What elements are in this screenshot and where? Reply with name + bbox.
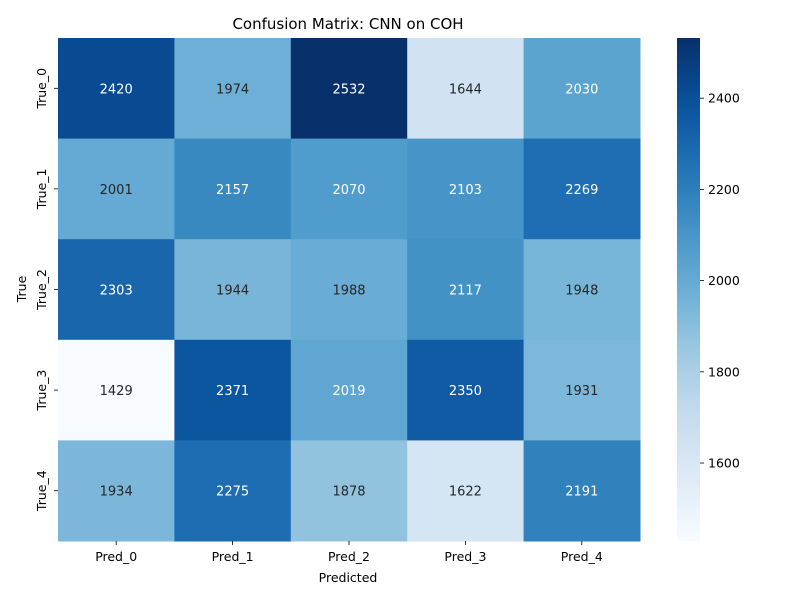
cell-value-label: 2269: [565, 183, 598, 198]
heatmap-cell: [407, 239, 525, 341]
heatmap-cell: [58, 440, 175, 542]
cell-value-label: 1988: [332, 284, 365, 299]
heatmap-cell: [174, 440, 292, 542]
cell-value-label: 1948: [565, 284, 598, 299]
cell-value-label: 2275: [216, 485, 249, 500]
heatmap-cell: [523, 38, 641, 140]
heatmap-cell: [407, 339, 525, 441]
heatmap-cell: [523, 138, 641, 240]
colorbar-tick-label: 2000: [708, 273, 740, 288]
cell-value-label: 1622: [449, 485, 482, 500]
y-tick-label: True_0: [34, 68, 49, 110]
cell-value-label: 2532: [332, 82, 365, 97]
heatmap-cells: 2420 1974 2532 1644 2030 2001 2157 2070 2103 2269…: [58, 38, 641, 542]
heatmap-cell: [290, 239, 408, 341]
cell-value-label: 2001: [100, 183, 133, 198]
colorbar-tick-label: 2400: [708, 91, 740, 106]
heatmap-cell: [407, 440, 525, 542]
heatmap-cell: [58, 239, 175, 341]
y-axis-label: True: [14, 275, 29, 303]
colorbar-tick-label: 1800: [708, 364, 740, 379]
cell-value-label: 2350: [449, 384, 482, 399]
x-tick-label: Pred_4: [561, 549, 603, 564]
y-tick-label: True_4: [34, 470, 49, 512]
cell-value-label: 1934: [100, 485, 133, 500]
heatmap-cell: [290, 440, 408, 542]
x-tick-label: Pred_0: [95, 549, 137, 564]
cell-value-label: 2157: [216, 183, 249, 198]
heatmap-cell: [174, 38, 292, 140]
heatmap-cell: [290, 339, 408, 441]
heatmap-cell: [58, 38, 175, 140]
y-tick-label: True_3: [34, 370, 49, 412]
cell-value-label: 1944: [216, 284, 249, 299]
cell-value-label: 1974: [216, 82, 249, 97]
heatmap-cell: [174, 339, 292, 441]
x-tick-label: Pred_1: [212, 549, 254, 564]
chart-title: Confusion Matrix: CNN on COH: [232, 15, 463, 33]
y-tick-label: True_2: [34, 269, 49, 311]
heatmap-cell: [407, 38, 525, 140]
heatmap-cell: [174, 239, 292, 341]
cell-value-label: 2371: [216, 384, 249, 399]
colorbar-tick-label: 1600: [708, 456, 740, 471]
heatmap-cell: [523, 339, 641, 441]
colorbar-ticks: 1600 1800 2000 2200 2400: [700, 91, 740, 471]
x-axis-label: Predicted: [319, 570, 378, 585]
cell-value-label: 2019: [332, 384, 365, 399]
heatmap-cell: [174, 138, 292, 240]
cell-value-label: 1429: [100, 384, 133, 399]
cell-value-label: 2420: [100, 82, 133, 97]
cell-value-label: 1878: [332, 485, 365, 500]
cell-value-label: 2103: [449, 183, 482, 198]
cell-value-label: 1931: [565, 384, 598, 399]
cell-value-label: 2030: [565, 82, 598, 97]
heatmap-cell: [58, 138, 175, 240]
cell-value-label: 2070: [332, 183, 365, 198]
x-tick-label: Pred_3: [444, 549, 486, 564]
heatmap-cell: [407, 138, 525, 240]
heatmap-cell: [58, 339, 175, 441]
cell-value-label: 2117: [449, 284, 482, 299]
heatmap-cell: [523, 239, 641, 341]
x-tick-label: Pred_2: [328, 549, 370, 564]
heatmap-cell: [290, 38, 408, 140]
y-axis-ticks: True_0 True_1 True_2 True_3 True_4: [34, 68, 58, 512]
cell-value-label: 2191: [565, 485, 598, 500]
heatmap-cell: [290, 138, 408, 240]
colorbar: [677, 38, 700, 541]
heatmap-cell: [523, 440, 641, 542]
cell-value-label: 1644: [449, 82, 482, 97]
x-axis-ticks: Pred_0 Pred_1 Pred_2 Pred_3 Pred_4: [95, 541, 603, 564]
y-tick-label: True_1: [34, 169, 49, 211]
colorbar-tick-label: 2200: [708, 182, 740, 197]
cell-value-label: 2303: [100, 284, 133, 299]
